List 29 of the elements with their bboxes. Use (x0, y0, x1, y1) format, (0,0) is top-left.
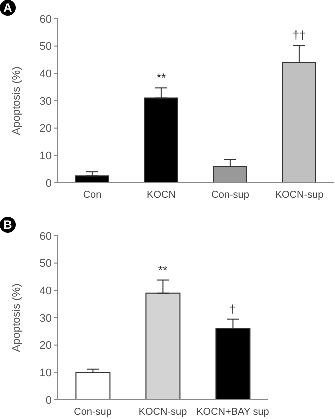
x-tick-label: KOCN-sup (138, 407, 188, 418)
y-tick-label: 30 (40, 96, 52, 108)
y-tick-label: 20 (40, 340, 52, 352)
annotation: ** (156, 71, 166, 86)
x-tick-label: KOCN+BAY sup (196, 407, 270, 418)
y-tick-label: 60 (40, 230, 52, 243)
y-tick-label: 50 (40, 258, 52, 270)
y-tick-label: 40 (40, 286, 52, 298)
y-tick-label: 20 (40, 123, 52, 136)
y-tick-label: 0 (46, 394, 52, 407)
y-tick-label: 10 (40, 368, 52, 380)
y-tick-label: 30 (40, 312, 52, 325)
annotation: ** (158, 263, 168, 278)
y-tick-label: 0 (46, 178, 52, 190)
x-tick-label: Con-sup (212, 190, 250, 202)
x-tick-label: Con-sup (74, 407, 112, 418)
y-tick-label: 50 (40, 41, 52, 54)
y-tick-label: 10 (40, 150, 52, 163)
x-tick-label: KOCN-sup (275, 190, 324, 202)
annotation: † (230, 302, 236, 316)
chart-title: A (0, 0, 16, 16)
y-tick-label: 40 (40, 68, 52, 81)
y-axis-title: Apoptosis (%) (10, 66, 23, 136)
annotation: †† (292, 28, 306, 43)
y-tick-label: 60 (40, 14, 52, 26)
y-axis-title: Apoptosis (%) (10, 284, 23, 352)
chart-title: B (0, 217, 16, 233)
x-tick-label: Con (83, 190, 102, 202)
x-tick-label: KOCN (147, 190, 176, 202)
